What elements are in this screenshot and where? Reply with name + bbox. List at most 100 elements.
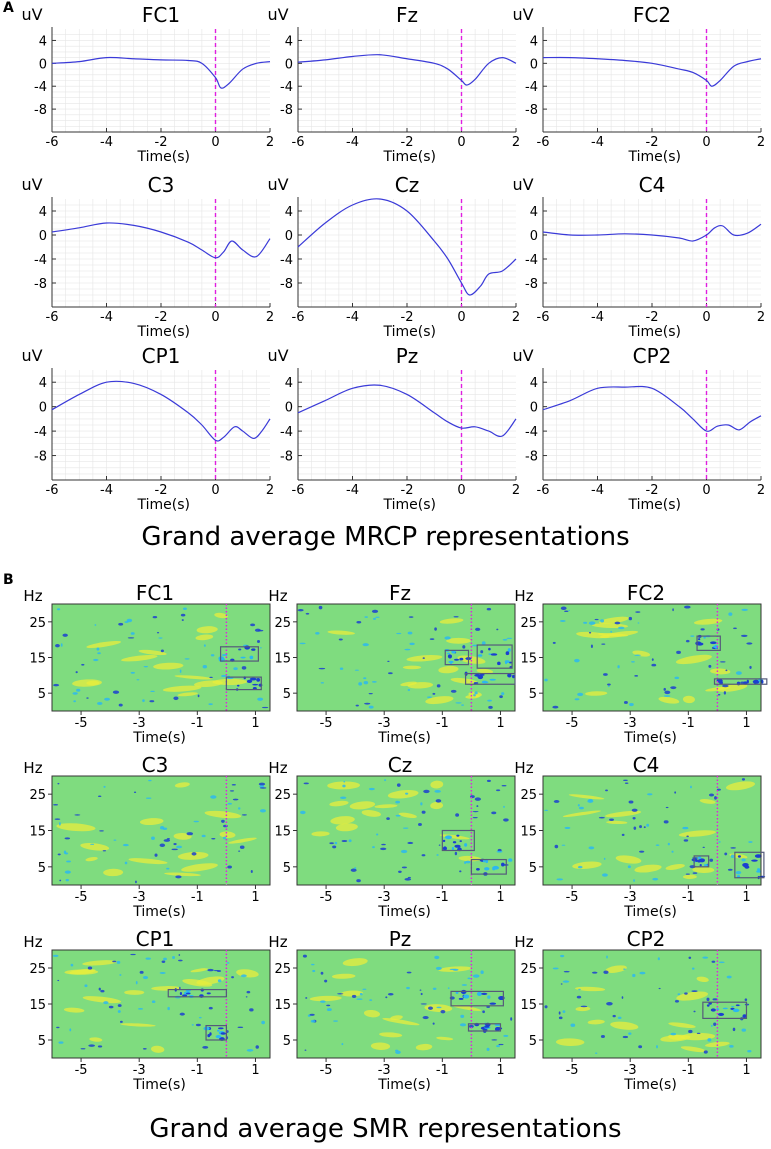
heatmap-speckle: [631, 808, 638, 812]
x-tick-label: -2: [401, 310, 414, 325]
heatmap-speckle: [198, 1016, 202, 1019]
heatmap-yellow-patch: [174, 675, 213, 680]
heatmap-yellow-patch: [379, 1032, 403, 1038]
y-tick-label: 25: [520, 962, 537, 977]
heatmap-speckle: [448, 660, 454, 664]
heatmap-speckle: [489, 678, 496, 681]
heatmap-speckle: [741, 858, 746, 862]
y-tick-label: 25: [274, 962, 291, 977]
heatmap-speckle: [371, 681, 377, 683]
y-tick-label: -4: [34, 80, 47, 95]
heatmap-speckle: [639, 850, 645, 853]
heatmap-speckle: [405, 792, 409, 795]
heatmap-speckle: [677, 993, 681, 996]
heatmap-yellow-patch: [311, 831, 330, 837]
channel-title: CP2: [627, 927, 666, 951]
x-axis-label: Time(s): [377, 904, 430, 920]
mrcp-series-line: [297, 54, 517, 86]
heatmap-speckle: [320, 682, 324, 684]
heatmap-speckle: [354, 867, 357, 870]
heatmap-speckle: [73, 700, 77, 703]
heatmap-speckle: [503, 818, 509, 822]
heatmap-speckle: [160, 649, 164, 653]
x-tick-label: -1: [436, 716, 449, 731]
heatmap-yellow-patch: [177, 851, 209, 860]
heatmap-yellow-patch: [398, 812, 417, 819]
heatmap-speckle: [324, 979, 328, 983]
x-tick-label: -6: [537, 135, 550, 150]
heatmap-speckle: [725, 669, 728, 672]
heatmap-speckle: [388, 672, 393, 675]
y-tick-label: -4: [280, 425, 293, 440]
y-tick-label: 0: [285, 229, 293, 244]
x-tick-label: 2: [757, 310, 765, 325]
channel-title: Cz: [388, 753, 412, 777]
heatmap-speckle: [53, 683, 60, 687]
x-axis-label: Time(s): [382, 324, 435, 340]
heatmap-speckle: [472, 816, 478, 819]
heatmap-yellow-patch: [682, 874, 697, 880]
heatmap-speckle: [746, 642, 753, 645]
x-tick-label: -4: [591, 135, 604, 150]
y-tick-label: 4: [285, 205, 293, 220]
heatmap-speckle: [558, 1016, 563, 1020]
heatmap-speckle: [495, 1027, 503, 1030]
heatmap-yellow-patch: [124, 990, 145, 995]
heatmap-background: [52, 604, 270, 711]
heatmap-speckle: [260, 647, 262, 649]
y-tick-label: 15: [274, 998, 291, 1013]
heatmap-yellow-patch: [658, 696, 680, 704]
heatmap-yellow-patch: [363, 1009, 381, 1018]
x-tick-label: -5: [566, 716, 579, 731]
channel-title: FC1: [142, 3, 180, 27]
heatmap-background: [297, 950, 515, 1058]
heatmap-speckle: [58, 822, 61, 826]
y-tick-label: 4: [530, 34, 538, 49]
heatmap-speckle: [427, 696, 432, 698]
heatmap-speckle: [503, 1034, 509, 1037]
heatmap-speckle: [304, 1049, 307, 1051]
x-tick-label: -2: [155, 483, 168, 498]
heatmap-speckle: [151, 1000, 156, 1004]
y-tick-label: 0: [39, 401, 47, 416]
heatmap-yellow-patch: [407, 682, 434, 689]
heatmap-speckle: [358, 682, 363, 686]
x-axis-label: Time(s): [377, 1077, 430, 1093]
x-tick-label: 0: [211, 135, 219, 150]
heatmap-speckle: [119, 974, 122, 976]
y-tick-label: 15: [29, 998, 46, 1013]
heatmap-yellow-patch: [219, 831, 236, 838]
heatmap-speckle: [207, 1034, 211, 1038]
heatmap-speckle: [476, 805, 479, 808]
heatmap-speckle: [491, 1039, 498, 1041]
heatmap-speckle: [696, 642, 704, 646]
heatmap-speckle: [221, 819, 225, 823]
x-axis-label: Time(s): [623, 730, 676, 746]
heatmap-speckle: [74, 814, 81, 816]
heatmap-speckle: [369, 999, 373, 1001]
heatmap-yellow-patch: [177, 692, 198, 697]
heatmap-yellow-patch: [82, 960, 117, 966]
heatmap-speckle: [436, 684, 441, 688]
heatmap-speckle: [197, 694, 200, 698]
x-tick-label: 1: [251, 716, 259, 731]
heatmap-speckle: [487, 995, 491, 999]
y-tick-label: 5: [38, 861, 46, 876]
heatmap-speckle: [220, 1032, 226, 1035]
heatmap-speckle: [733, 627, 737, 630]
heatmap-speckle: [227, 865, 232, 869]
channel-title: Fz: [389, 581, 411, 605]
heatmap-speckle: [237, 1026, 244, 1029]
heatmap-speckle: [99, 830, 104, 832]
heatmap-speckle: [117, 1004, 122, 1007]
heatmap-yellow-patch: [415, 1043, 433, 1051]
heatmap-speckle: [562, 980, 570, 983]
x-tick-label: -2: [646, 483, 659, 498]
heatmap-speckle: [305, 612, 310, 615]
heatmap-speckle: [651, 663, 657, 667]
y-unit-label: Hz: [23, 933, 42, 951]
heatmap-yellow-patch: [330, 816, 355, 825]
heatmap-speckle: [638, 1045, 643, 1049]
y-tick-label: 0: [39, 57, 47, 72]
heatmap-speckle: [76, 688, 81, 692]
